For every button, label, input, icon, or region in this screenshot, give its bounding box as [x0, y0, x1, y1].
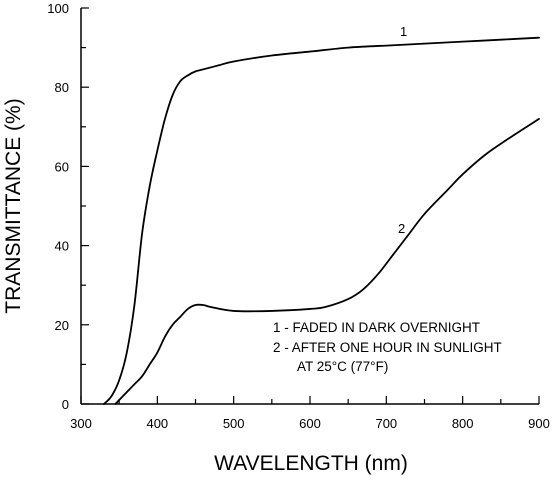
series-line-1 [103, 36, 540, 405]
y-tick-label: 100 [47, 1, 69, 16]
series-line-2 [114, 117, 540, 405]
x-tick-label: 500 [223, 416, 245, 431]
y-tick-label: 40 [55, 239, 69, 254]
x-tick-label: 900 [528, 416, 550, 431]
y-tick-label: 80 [55, 80, 69, 95]
annotation-line-3: AT 25°C (77°F) [297, 359, 388, 374]
x-tick-label: 300 [70, 416, 92, 431]
y-tick-label: 0 [62, 397, 69, 412]
annotation-line-2: 2 - AFTER ONE HOUR IN SUNLIGHT [273, 340, 502, 355]
x-axis-title: WAVELENGTH (nm) [214, 452, 408, 475]
curves [103, 36, 540, 405]
annotation-line-1: 1 - FADED IN DARK OVERNIGHT [273, 320, 480, 335]
curve-label-2: 2 [398, 221, 405, 236]
x-tick-label: 800 [452, 416, 474, 431]
axes: 0 20 40 60 80 100 300 400 500 600 700 800 900 [47, 1, 550, 431]
y-axis-title: TRANSMITTANCE (%) [2, 98, 25, 313]
x-tick-label: 400 [146, 416, 168, 431]
x-tick-label: 600 [299, 416, 321, 431]
y-tick-label: 20 [55, 318, 69, 333]
curve-label-1: 1 [400, 24, 407, 39]
x-tick-label: 700 [375, 416, 397, 431]
y-tick-label: 60 [55, 159, 69, 174]
